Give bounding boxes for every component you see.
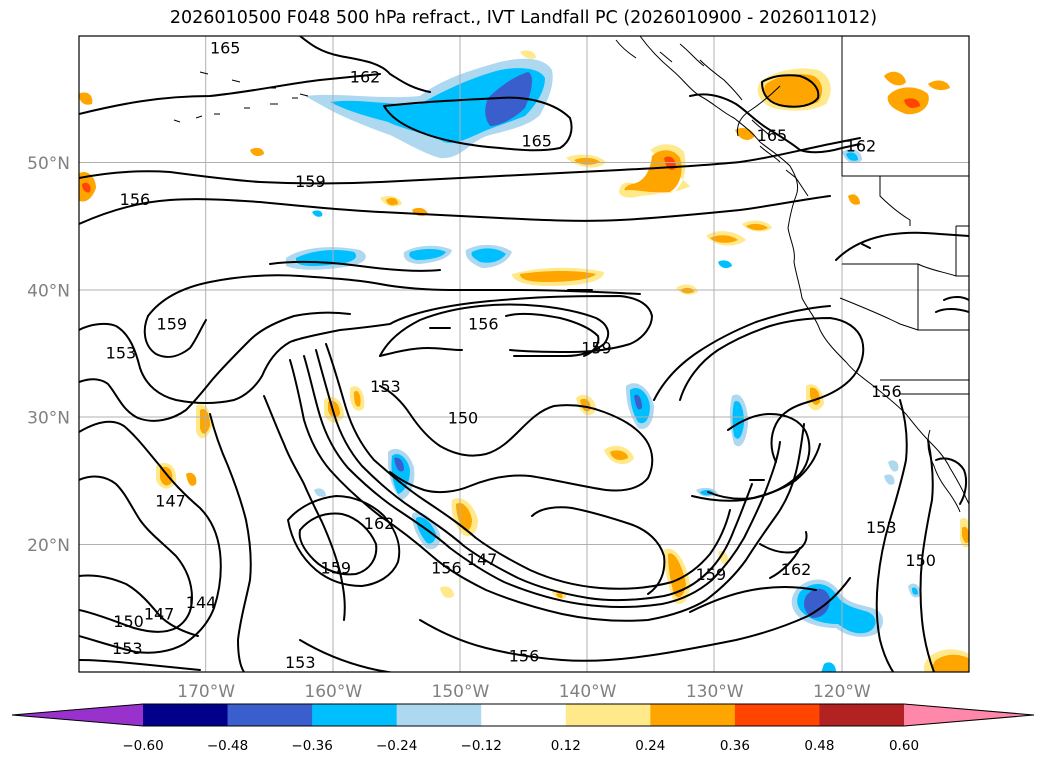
lat-tick-label: 50°N [27,154,70,174]
contour-label: 147 [155,491,186,510]
lon-tick-label: 160°W [304,682,362,702]
colorbar-segment [734,704,820,726]
lat-tick-label: 30°N [27,409,70,429]
contour-label: 159 [157,314,188,333]
lon-tick-label: 120°W [813,682,871,702]
colorbar-segment [143,704,229,726]
contour-label: 156 [120,190,151,209]
ivt-shading [79,50,969,672]
contour-label: 150 [113,612,144,631]
colorbar-segment [227,704,313,726]
contour-label: 153 [285,653,316,672]
contour-label: 162 [350,68,381,87]
colorbar-segment [481,704,567,726]
colorbar-label: 0.60 [889,738,919,754]
colorbar-segment [819,704,905,726]
contour-label: 153 [866,518,897,537]
lon-tick-label: 130°W [686,682,744,702]
map-border [78,35,970,673]
contour-label: 156 [509,646,540,665]
longitude-tick-labels: 170°W 160°W 150°W 140°W 130°W 120°W [177,682,871,702]
colorbar-label: 0.36 [720,738,750,754]
latitude-tick-labels: 50°N 40°N 30°N 20°N [27,154,70,556]
lon-tick-label: 140°W [559,682,617,702]
colorbar-extend-low [12,704,143,726]
colorbar: −0.60 −0.48 −0.36 −0.24 −0.12 0.12 0.24 0.36 0.4… [11,703,1035,754]
refractivity-contours [79,36,969,672]
lon-tick-label: 150°W [432,682,490,702]
lat-tick-label: 20°N [27,536,70,556]
colorbar-segment [650,704,736,726]
lat-tick-label: 40°N [27,281,70,301]
contour-label: 144 [186,593,217,612]
contour-label: 159 [581,339,612,358]
colorbar-label: −0.24 [376,738,417,754]
contour-label: 159 [696,565,727,584]
colorbar-label: −0.12 [461,738,502,754]
contour-label: 156 [431,559,462,578]
colorbar-extend-high [904,704,1034,726]
contour-label: 153 [112,639,143,658]
contour-label: 147 [144,604,175,623]
contour-label: 156 [871,382,902,401]
contour-label: 150 [905,551,936,570]
contour-label: 156 [468,314,499,333]
contour-label: 153 [370,377,401,396]
contour-label: 162 [781,560,812,579]
contour-label: 147 [467,550,498,569]
contour-label: 165 [757,126,788,145]
colorbar-label: −0.36 [291,738,332,754]
contour-label: 165 [210,38,241,57]
colorbar-segment [396,704,482,726]
contour-label: 159 [295,172,326,191]
colorbar-segment [565,704,651,726]
colorbar-label: −0.60 [122,738,163,754]
colorbar-segment [312,704,398,726]
colorbar-label: −0.48 [207,738,248,754]
lon-tick-label: 170°W [177,682,235,702]
contour-label: 162 [364,514,395,533]
contour-label: 159 [321,559,352,578]
colorbar-outline [11,703,1035,727]
colorbar-label: 0.48 [804,738,834,754]
contour-label: 153 [106,344,137,363]
colorbar-label: 0.24 [635,738,665,754]
contour-label: 162 [846,136,877,155]
map-title: 2026010500 F048 500 hPa refract., IVT La… [169,8,878,28]
colorbar-label: 0.12 [551,738,581,754]
contour-label: 165 [521,131,552,150]
contour-label: 150 [448,409,479,428]
